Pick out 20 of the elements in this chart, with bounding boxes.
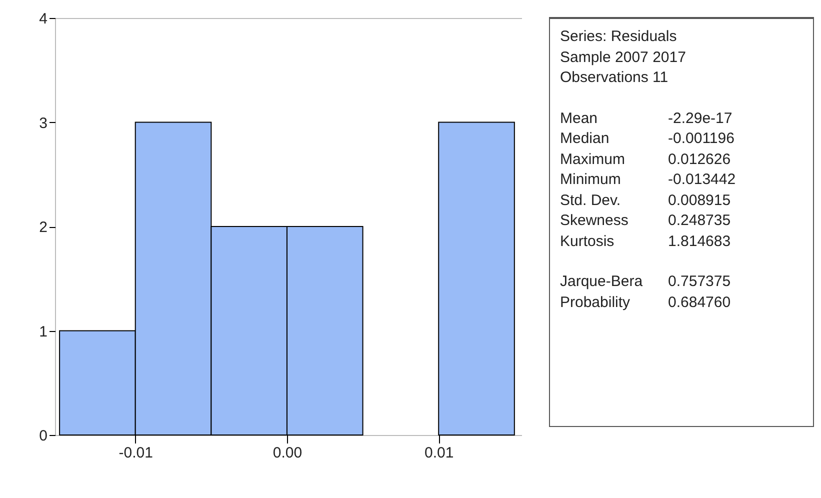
y-tick-label: 0 [39, 428, 48, 444]
text: Skewness 0.248735 [560, 212, 731, 229]
x-tick-label: 0.01 [424, 444, 454, 462]
y-tick-label: 3 [39, 114, 48, 132]
text: Std. Dev. 0.008915 [560, 192, 731, 208]
text: Observations 11 [560, 68, 668, 88]
text: Maximum 0.012626 [560, 150, 731, 168]
y-tick-label: 1 [39, 323, 48, 340]
text: Mean -2.29e-17 [560, 110, 732, 126]
text: Minimum -0.013442 [560, 171, 736, 188]
text: Kurtosis 1.814683 [560, 232, 731, 250]
text: Sample 2007 2017 [560, 48, 686, 68]
y-tick-label: 4 [39, 10, 48, 28]
x-tick-label: 0.00 [272, 444, 302, 462]
text: Series: Residuals [560, 27, 677, 47]
x-tick-label: -0.01 [118, 444, 153, 462]
y-tick-label: 2 [39, 219, 48, 236]
text: Median -0.001196 [560, 130, 734, 147]
text: Jarque-Bera 0.757375 [560, 273, 731, 290]
text: Probability 0.684760 [560, 294, 731, 310]
